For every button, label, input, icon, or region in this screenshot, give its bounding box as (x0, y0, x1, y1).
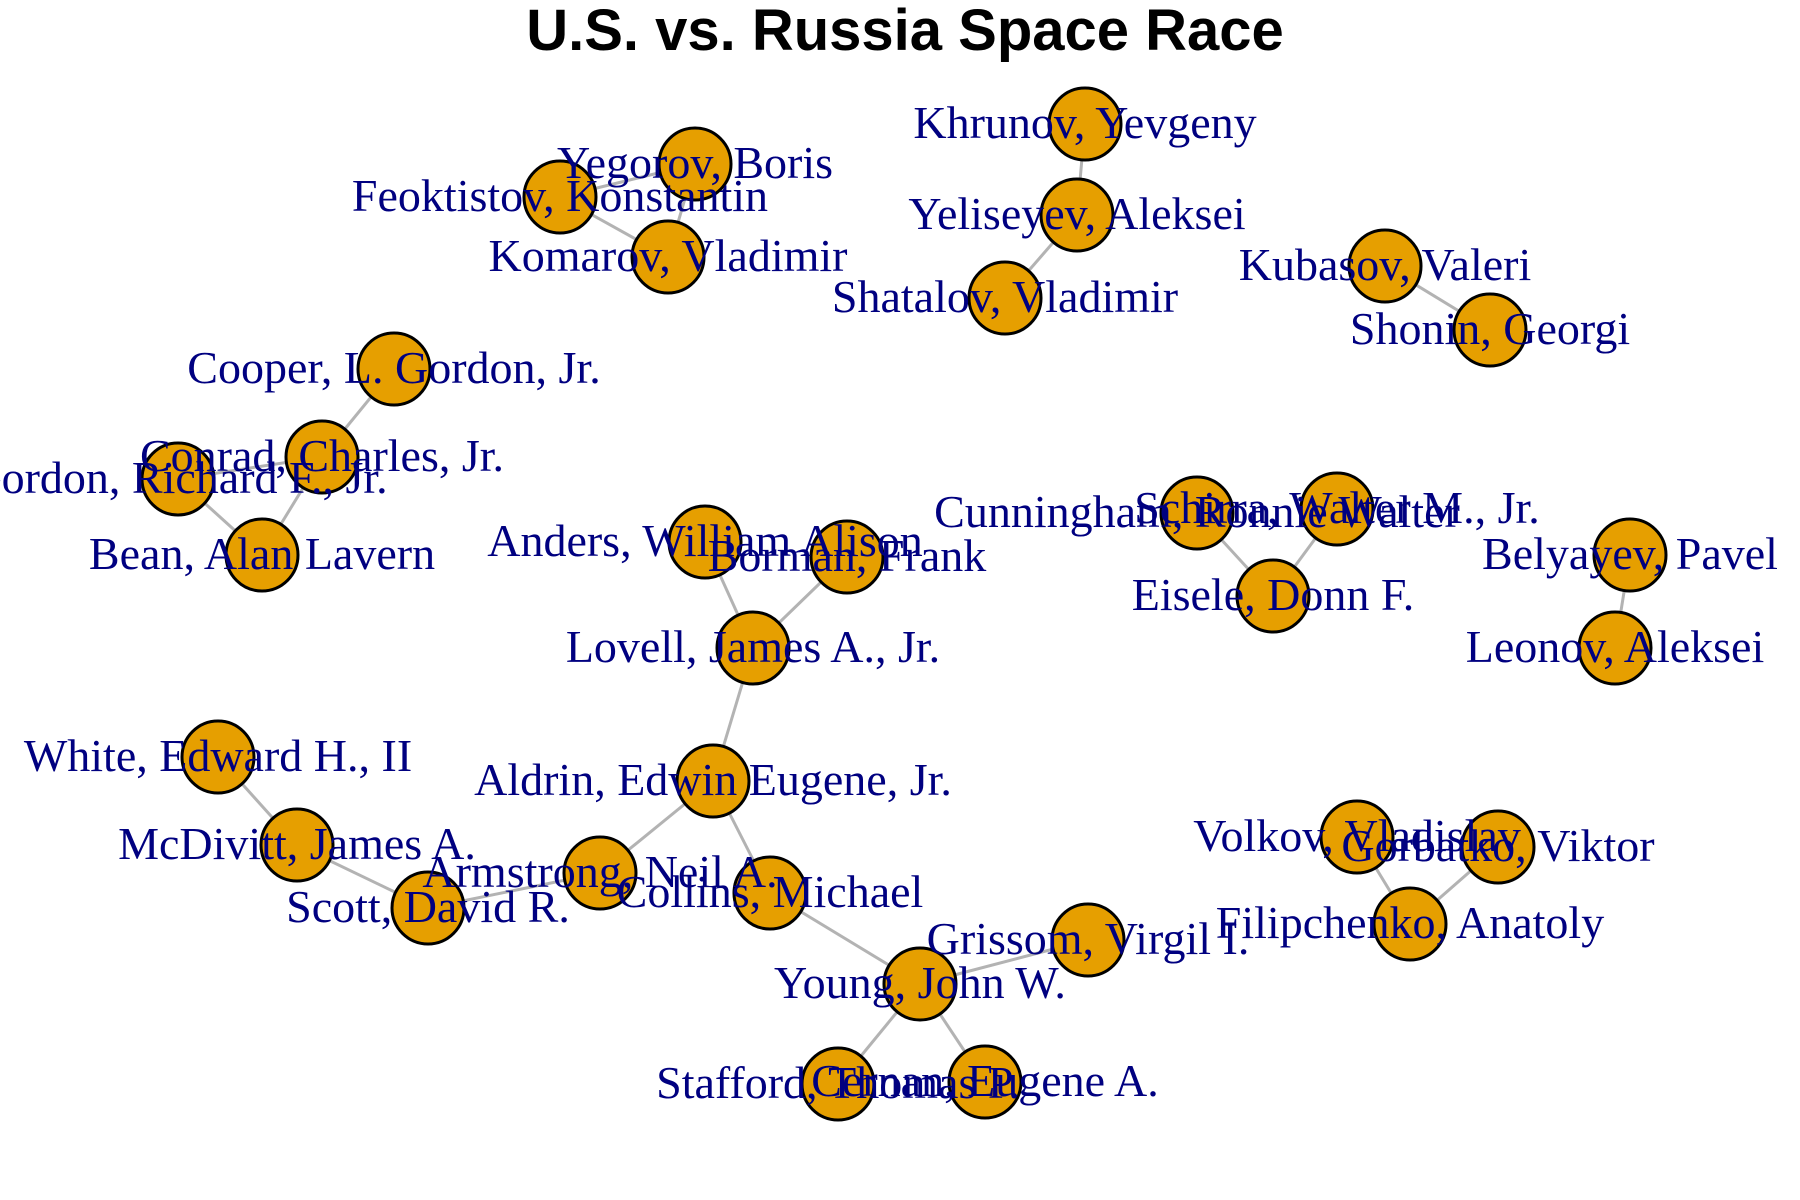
node-label-lovell: Lovell, James A., Jr. (566, 621, 940, 672)
node-white (180, 719, 256, 795)
node-label-yegorov: Yegorov, Boris (557, 137, 833, 188)
node-mcdivitt (259, 807, 335, 883)
node-yegorov (657, 126, 733, 202)
node-shonin (1452, 292, 1528, 368)
node-label-gorbatko: Gorbatko, Viktor (1341, 820, 1654, 871)
node-gordon (140, 441, 216, 517)
node-scott (390, 870, 466, 946)
node-schirra (1299, 471, 1375, 547)
node-eisele (1235, 558, 1311, 634)
node-khrunov (1047, 86, 1123, 162)
node-cernan (947, 1044, 1023, 1120)
node-label-khrunov: Khrunov, Yevgeny (913, 97, 1256, 148)
node-volkov (1319, 799, 1395, 875)
node-label-young: Young, John W. (774, 957, 1066, 1008)
node-label-volkov: Volkov, Vladislav (1193, 810, 1521, 861)
node-label-white: White, Edward H., II (24, 730, 412, 781)
node-label-armstrong: Armstrong, Neil A. (422, 846, 777, 897)
node-label-conrad: Conrad, Charles, Jr. (140, 430, 504, 481)
node-komarov (630, 219, 706, 295)
node-label-schirra: Schirra, Walter M., Jr. (1134, 482, 1540, 533)
node-label-scott: Scott, David R. (286, 881, 570, 932)
node-yeliseyev (1039, 177, 1115, 253)
node-gorbatko (1460, 809, 1536, 885)
node-collins (732, 855, 808, 931)
node-label-feoktistov: Feoktistov, Konstantin (352, 170, 768, 221)
node-label-mcdivitt: McDivitt, James A. (118, 818, 476, 869)
node-label-cooper: Cooper, L. Gordon, Jr. (187, 342, 600, 393)
node-feoktistov (522, 159, 598, 235)
node-label-bean: Bean, Alan Lavern (89, 528, 435, 579)
node-label-collins: Collins, Michael (617, 866, 924, 917)
node-conrad (284, 419, 360, 495)
node-label-kubasov: Kubasov, Valeri (1239, 239, 1532, 290)
node-cunningham (1159, 475, 1235, 551)
node-label-grissom: Grissom, Virgil I. (927, 913, 1250, 964)
node-young (882, 946, 958, 1022)
node-label-anders: Anders, William Alison (487, 515, 923, 566)
node-belyayev (1592, 517, 1668, 593)
node-filipchenko (1372, 886, 1448, 962)
node-bean (224, 517, 300, 593)
diagram-title: U.S. vs. Russia Space Race (526, 0, 1284, 63)
node-kubasov (1347, 228, 1423, 304)
node-label-gordon: Gordon, Richard F., Jr. (0, 452, 388, 503)
node-grissom (1050, 902, 1126, 978)
node-label-borman: Borman, Frank (708, 530, 987, 581)
node-anders (667, 504, 743, 580)
node-label-stafford: Stafford, Thomas P. (656, 1057, 1020, 1108)
node-stafford (800, 1046, 876, 1122)
node-label-belyayev: Belyayev, Pavel (1482, 528, 1778, 579)
node-label-leonov: Leonov, Aleksei (1466, 621, 1765, 672)
node-label-eisele: Eisele, Donn F. (1132, 569, 1415, 620)
node-borman (809, 519, 885, 595)
node-shatalov (967, 260, 1043, 336)
node-cooper (356, 331, 432, 407)
node-armstrong (562, 835, 638, 911)
node-label-cunningham: Cunningham, Ronnie Walter (934, 486, 1460, 537)
nodes-layer (140, 86, 1668, 1122)
node-label-shonin: Shonin, Georgi (1350, 303, 1630, 354)
node-label-shatalov: Shatalov, Vladimir (832, 271, 1178, 322)
node-label-aldrin: Aldrin, Edwin Eugene, Jr. (474, 754, 952, 805)
node-lovell (715, 610, 791, 686)
node-aldrin (675, 743, 751, 819)
node-label-cernan: Cernan, Eugene A. (811, 1055, 1158, 1106)
node-label-filipchenko: Filipchenko, Anatoly (1216, 897, 1604, 948)
node-label-komarov: Komarov, Vladimir (489, 230, 848, 281)
node-leonov (1577, 610, 1653, 686)
node-label-yeliseyev: Yeliseyev, Aleksei (908, 188, 1245, 239)
